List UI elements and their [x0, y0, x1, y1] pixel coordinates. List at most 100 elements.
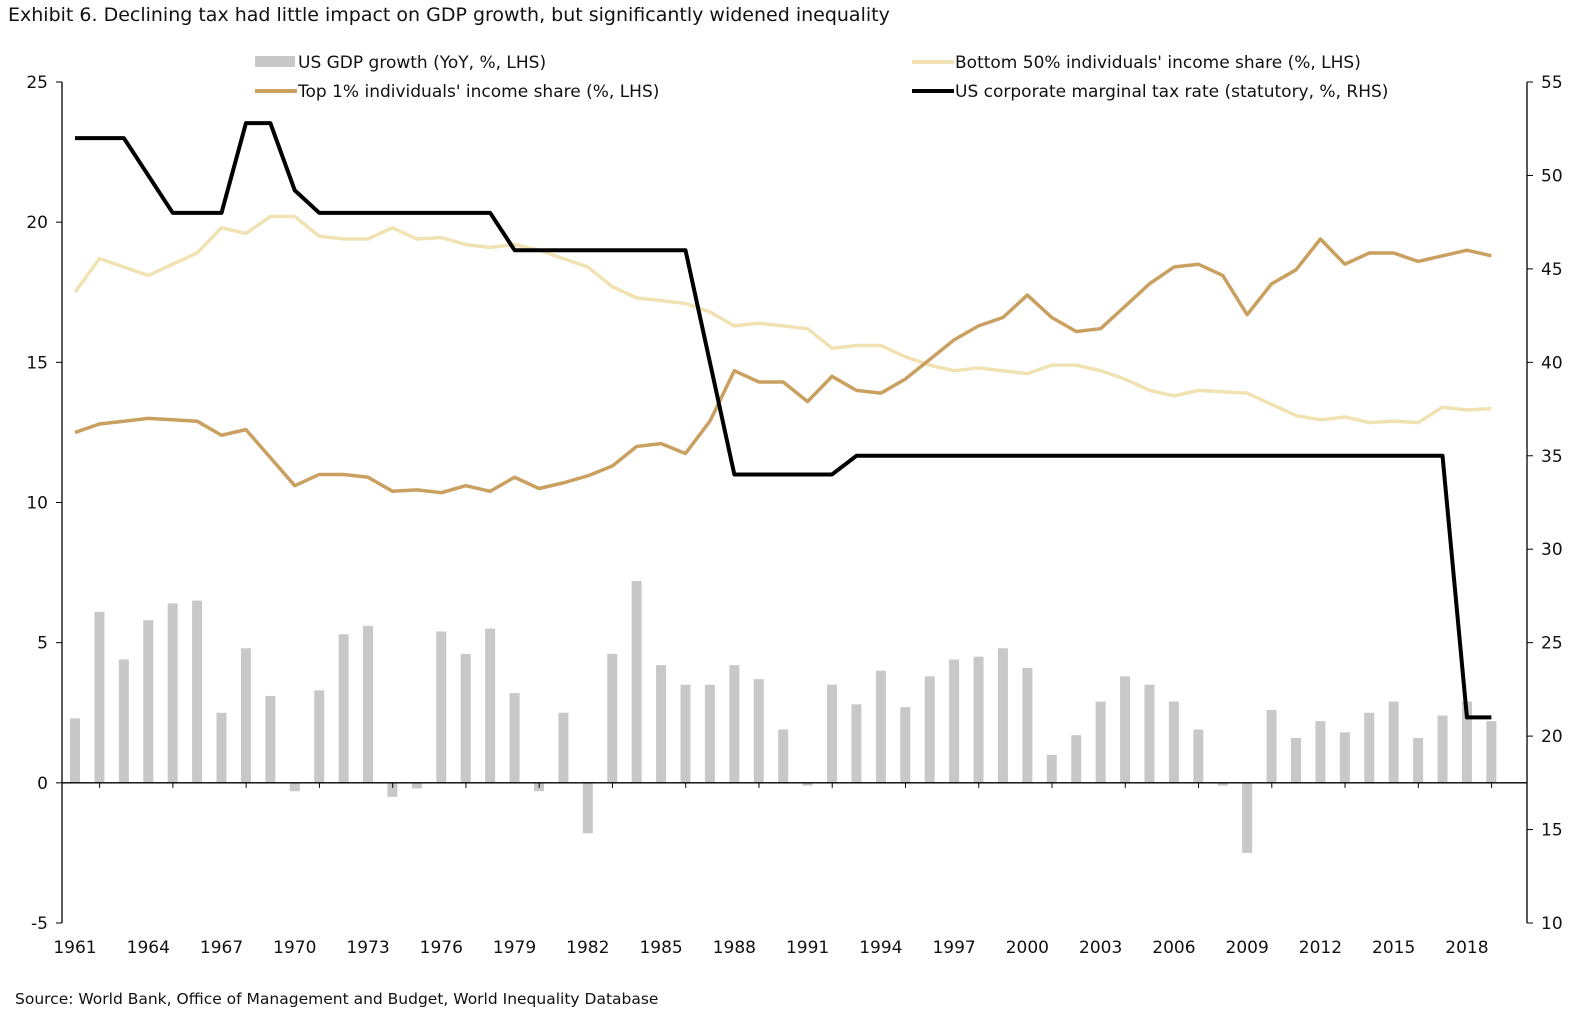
gdp-bar — [704, 684, 715, 783]
gdp-bar — [1095, 701, 1106, 783]
legend-label: Top 1% individuals' income share (%, LHS… — [297, 82, 659, 102]
gdp-bar — [827, 684, 838, 783]
gdp-bar — [265, 695, 276, 783]
chart-title: Exhibit 6. Declining tax had little impa… — [8, 4, 890, 26]
gdp-bar — [1242, 782, 1253, 853]
gdp-bar — [94, 611, 105, 783]
x-tick-label: 1997 — [932, 938, 975, 958]
x-tick-label: 2009 — [1226, 938, 1269, 958]
x-tick-label: 1994 — [859, 938, 902, 958]
x-tick-label: 2003 — [1079, 938, 1122, 958]
right-tick-label: 30 — [1541, 540, 1563, 560]
gdp-bar — [1486, 721, 1497, 783]
gdp-bar — [582, 782, 593, 834]
gdp-bar — [240, 648, 251, 783]
gdp-bar — [70, 718, 80, 783]
gdp-bar — [118, 659, 129, 783]
gdp-bar — [387, 782, 398, 797]
gdp-bar — [363, 625, 374, 783]
gdp-bar — [192, 600, 203, 783]
legend-swatch — [255, 56, 295, 67]
gdp-bar — [143, 620, 154, 783]
left-tick-label: 10 — [26, 494, 48, 514]
x-tick-label: 1982 — [566, 938, 609, 958]
legend-label: Bottom 50% individuals' income share (%,… — [955, 53, 1361, 73]
right-tick-label: 40 — [1541, 353, 1563, 373]
gdp-bar — [167, 603, 178, 783]
left-tick-label: 25 — [26, 73, 48, 93]
gdp-bar — [1168, 701, 1179, 783]
x-tick-label: 1973 — [346, 938, 389, 958]
right-tick-label: 55 — [1541, 73, 1563, 93]
gdp-bar — [1437, 715, 1448, 783]
gdp-bar — [802, 782, 813, 786]
gdp-bar — [997, 648, 1008, 783]
gdp-bar — [1266, 709, 1277, 783]
x-tick-label: 1985 — [639, 938, 682, 958]
gdp-bar — [680, 684, 691, 783]
right-tick-label: 10 — [1541, 914, 1563, 934]
gdp-bar — [1193, 729, 1204, 783]
left-tick-label: 5 — [37, 634, 48, 654]
gdp-bar — [753, 679, 764, 783]
gdp-bar — [436, 631, 447, 783]
gdp-bar — [778, 729, 789, 783]
gdp-bar — [973, 656, 984, 783]
series-line-1 — [73, 214, 1492, 425]
gdp-bar — [1144, 684, 1155, 783]
x-tick-label: 1979 — [493, 938, 536, 958]
x-tick-label: 2000 — [1006, 938, 1049, 958]
gdp-bar — [631, 580, 642, 783]
gdp-bar — [1022, 667, 1033, 783]
right-tick-label: 25 — [1541, 634, 1563, 654]
gdp-bar — [1046, 754, 1057, 783]
gdp-bar — [1120, 676, 1131, 783]
gdp-bar — [1461, 701, 1472, 783]
legend-label: US corporate marginal tax rate (statutor… — [955, 82, 1388, 102]
gdp-bar — [509, 693, 520, 783]
gdp-bar — [607, 653, 618, 783]
gdp-bar — [314, 690, 325, 783]
source-note: Source: World Bank, Office of Management… — [15, 990, 659, 1008]
gdp-bar — [1217, 782, 1228, 786]
gdp-bar — [1388, 701, 1399, 783]
legend-label: US GDP growth (YoY, %, LHS) — [298, 53, 546, 73]
x-tick-label: 1988 — [713, 938, 756, 958]
series-line-3 — [75, 121, 1492, 720]
gdp-bar — [1071, 735, 1082, 783]
right-tick-label: 35 — [1541, 447, 1563, 467]
left-tick-label: -5 — [31, 914, 48, 934]
gdp-bar — [460, 653, 471, 783]
gdp-bar — [338, 634, 349, 783]
left-tick-label: 0 — [37, 774, 48, 794]
x-tick-label: 2015 — [1372, 938, 1415, 958]
x-tick-label: 1961 — [53, 938, 96, 958]
left-tick-label: 20 — [26, 213, 48, 233]
gdp-bar — [1291, 737, 1301, 783]
gdp-bar — [949, 659, 960, 783]
gdp-bar — [851, 704, 862, 783]
gdp-bar — [1364, 712, 1375, 783]
left-tick-label: 15 — [26, 353, 48, 373]
gdp-bar — [875, 670, 886, 783]
gdp-bar — [411, 782, 422, 789]
x-tick-label: 1964 — [127, 938, 170, 958]
series-line-2 — [74, 237, 1492, 495]
x-tick-label: 1970 — [273, 938, 316, 958]
gdp-bar — [729, 665, 740, 783]
x-tick-label: 1967 — [200, 938, 243, 958]
gdp-bar — [1339, 732, 1350, 783]
x-tick-label: 1991 — [786, 938, 829, 958]
x-tick-label: 1976 — [420, 938, 463, 958]
right-tick-label: 45 — [1541, 260, 1563, 280]
gdp-bar — [485, 628, 496, 783]
gdp-bar — [289, 782, 300, 792]
x-tick-label: 2012 — [1299, 938, 1342, 958]
x-tick-label: 2006 — [1152, 938, 1195, 958]
gdp-bar — [1413, 737, 1424, 783]
gdp-bar — [656, 665, 667, 783]
right-tick-label: 15 — [1541, 821, 1563, 841]
gdp-bar — [1315, 721, 1326, 783]
gdp-bar — [558, 712, 569, 783]
